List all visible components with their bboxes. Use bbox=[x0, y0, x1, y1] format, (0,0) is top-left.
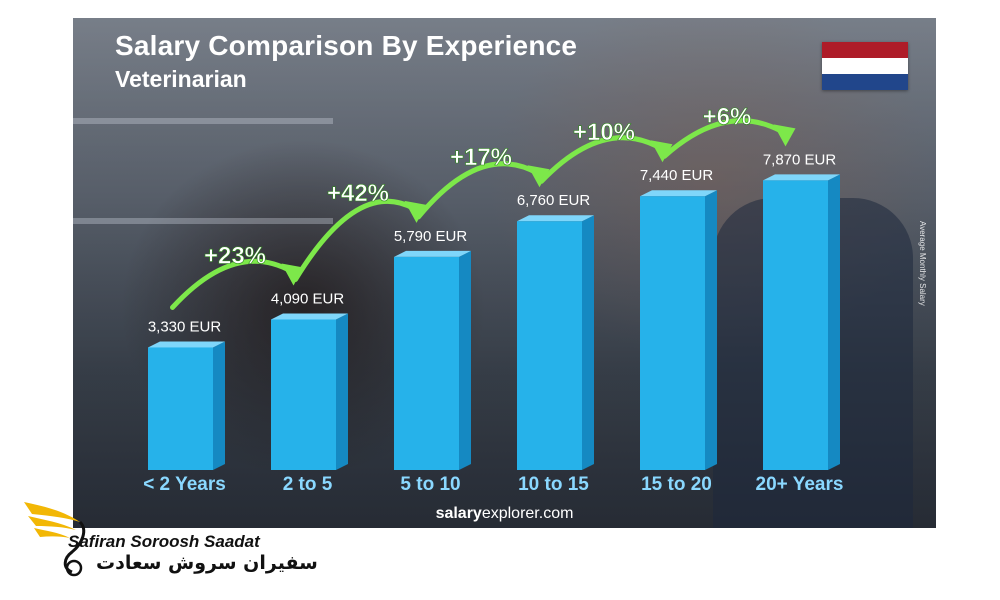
bar bbox=[394, 256, 459, 470]
y-axis-label: Average Monthly Salary bbox=[918, 221, 927, 306]
source-footer: salaryexplorer.com bbox=[73, 505, 936, 523]
company-logo bbox=[24, 502, 86, 577]
logo-name-english: Safiran Soroosh Saadat bbox=[68, 532, 260, 551]
growth-arrow bbox=[170, 258, 294, 310]
bar-side bbox=[582, 215, 594, 470]
growth-arrowhead bbox=[773, 124, 796, 147]
growth-label: +17% bbox=[450, 144, 512, 171]
background-shelf bbox=[73, 118, 333, 124]
x-tick-label: 20+ Years bbox=[756, 474, 844, 495]
chart-title: Salary Comparison By Experience bbox=[115, 30, 578, 61]
bar-value-label: 5,790 EUR bbox=[394, 228, 468, 245]
background-shelf bbox=[73, 218, 333, 224]
bar-side bbox=[828, 174, 840, 470]
bar bbox=[271, 319, 336, 470]
bar bbox=[763, 180, 828, 470]
flag-white-stripe bbox=[822, 58, 908, 74]
bar-value-label: 3,330 EUR bbox=[148, 318, 222, 335]
bar-top bbox=[763, 174, 840, 181]
bar-value-label: 7,440 EUR bbox=[640, 167, 714, 184]
logo-name-persian: سفیران سروش سعادت bbox=[96, 552, 318, 574]
bar-value-label: 6,760 EUR bbox=[517, 192, 591, 209]
bar-top bbox=[148, 341, 225, 348]
bar-side bbox=[459, 250, 471, 470]
bar-top bbox=[517, 215, 594, 222]
growth-arrow bbox=[416, 161, 540, 220]
flag-red-stripe bbox=[822, 42, 908, 58]
bar-side bbox=[336, 313, 348, 470]
growth-arrowhead bbox=[281, 263, 304, 286]
bar-side bbox=[213, 341, 225, 470]
growth-arrowhead bbox=[404, 200, 427, 223]
growth-arrow bbox=[662, 118, 786, 159]
footer-site-bold: salary bbox=[435, 505, 482, 522]
bar bbox=[517, 221, 582, 470]
x-tick-label: 15 to 20 bbox=[641, 474, 712, 495]
chart-subtitle: Veterinarian bbox=[115, 66, 247, 92]
growth-arrow bbox=[293, 198, 417, 282]
bar-top bbox=[640, 190, 717, 197]
footer-site-rest: explorer.com bbox=[481, 505, 574, 522]
growth-arrowhead bbox=[650, 140, 673, 163]
growth-label: +10% bbox=[573, 119, 635, 146]
netherlands-flag-icon bbox=[822, 42, 908, 90]
growth-label: +23% bbox=[204, 242, 266, 269]
growth-arrow bbox=[539, 135, 663, 184]
flag-blue-stripe bbox=[822, 74, 908, 90]
growth-label: +42% bbox=[327, 180, 389, 207]
x-tick-label: 2 to 5 bbox=[283, 474, 333, 495]
bar-value-label: 7,870 EUR bbox=[763, 151, 837, 168]
bar-value-label: 4,090 EUR bbox=[271, 290, 345, 307]
chart-panel: Salary Comparison By Experience Veterina… bbox=[73, 18, 936, 528]
x-tick-label: 10 to 15 bbox=[518, 474, 589, 495]
bar-side bbox=[705, 190, 717, 470]
growth-arrowhead bbox=[527, 165, 550, 188]
x-tick-label: 5 to 10 bbox=[400, 474, 460, 495]
bar bbox=[640, 196, 705, 470]
bar bbox=[148, 347, 213, 470]
wing-icon bbox=[24, 502, 86, 577]
bar-chart: 3,330 EUR < 2 Years 4,090 EUR 2 to 5 5,790 E… bbox=[143, 103, 844, 495]
bar-top bbox=[271, 313, 348, 320]
bar-top bbox=[394, 250, 471, 257]
growth-label: +6% bbox=[703, 103, 752, 130]
x-tick-label: < 2 Years bbox=[143, 474, 226, 495]
